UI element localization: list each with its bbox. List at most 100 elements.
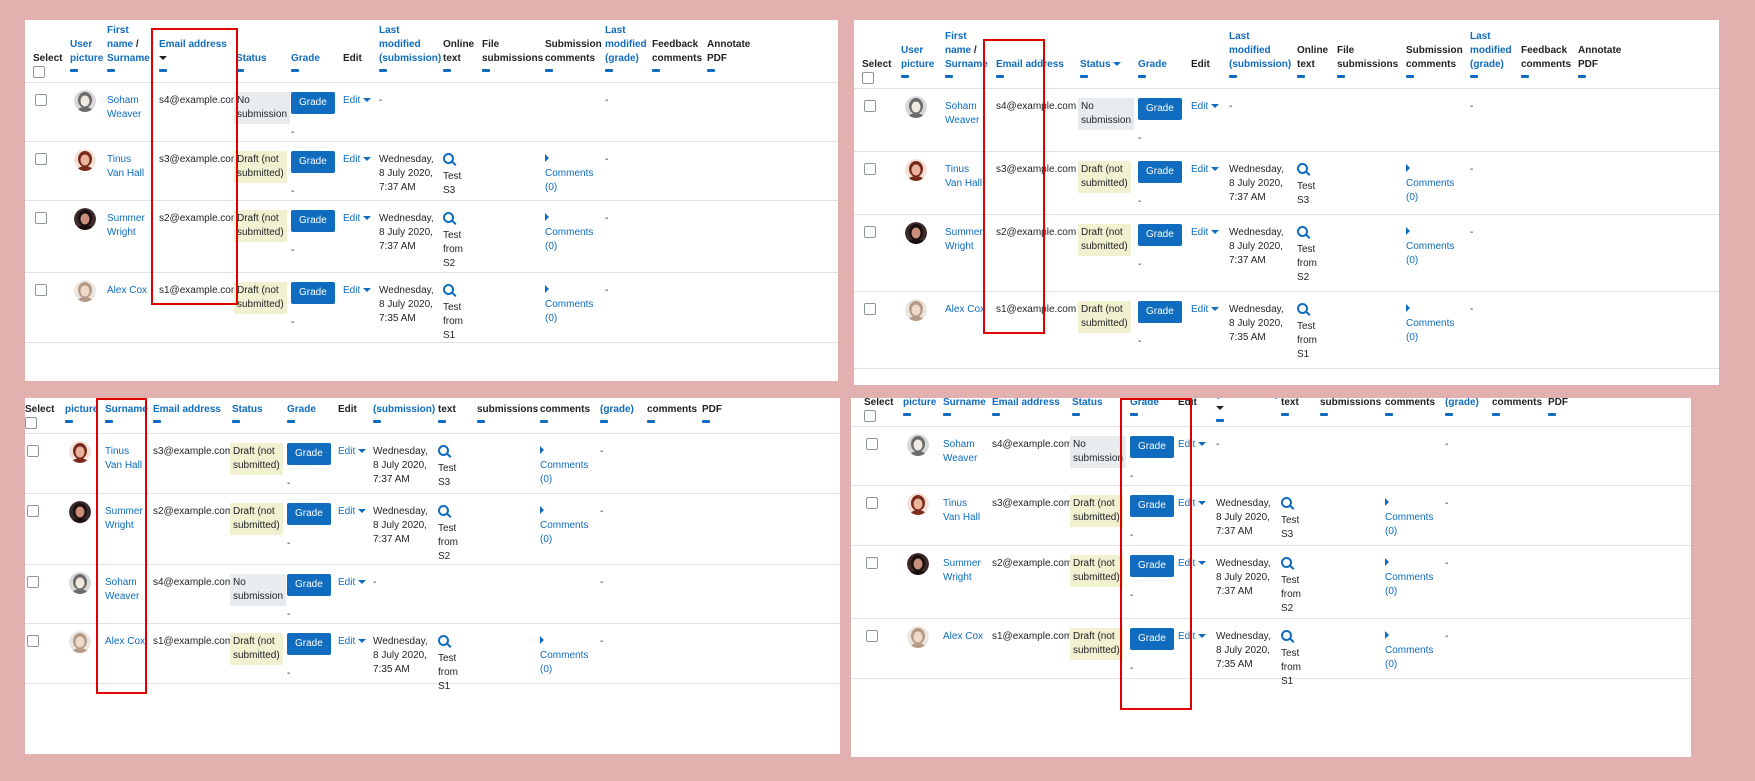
header-last-modified-submission-collapse-icon[interactable]	[373, 420, 381, 423]
row-select[interactable]	[864, 303, 876, 320]
row-select[interactable]	[866, 438, 878, 455]
student-last-name[interactable]: Van Hall	[945, 178, 983, 189]
zoom-in-icon[interactable]	[1281, 630, 1292, 641]
edit-menu[interactable]: Edit	[338, 576, 367, 590]
grade-button[interactable]: Grade	[1130, 495, 1174, 517]
row-select[interactable]	[27, 576, 39, 593]
row-select[interactable]	[27, 445, 39, 462]
header-first-name-link[interactable]: First	[945, 31, 967, 42]
header-grade[interactable]: Grade	[1138, 58, 1167, 78]
header-user-picture-collapse-icon[interactable]	[901, 75, 909, 78]
row-checkbox[interactable]	[35, 212, 47, 224]
header-user-picture-collapse-icon[interactable]	[65, 420, 73, 423]
student-name[interactable]: Alex Cox	[107, 284, 147, 298]
header-email[interactable]: Email address	[996, 58, 1064, 78]
student-first-name[interactable]: Summer	[945, 227, 983, 238]
header-name-collapse-icon[interactable]	[105, 420, 113, 423]
header-last-modified-submission-collapse-icon[interactable]	[1229, 75, 1237, 78]
header-edit[interactable]: Edit	[343, 52, 362, 66]
header-email[interactable]: Email address	[159, 38, 227, 72]
grade-button[interactable]: Grade	[1130, 555, 1174, 577]
comments-link[interactable]: Comments	[1406, 241, 1455, 252]
header-status-collapse-icon[interactable]	[1080, 75, 1088, 78]
header-user-picture-collapse-icon[interactable]	[903, 413, 911, 416]
comments-count[interactable]: (0)	[545, 182, 558, 193]
comments-link[interactable]: Comments	[545, 227, 594, 238]
row-checkbox[interactable]	[866, 438, 878, 450]
comments-link[interactable]: Comments	[540, 650, 589, 661]
avatar[interactable]	[905, 159, 927, 181]
header-name-collapse-icon[interactable]	[107, 69, 115, 72]
student-name[interactable]: Summer Wright	[105, 505, 143, 533]
user-picture[interactable]	[69, 631, 91, 658]
comments-link[interactable]: Comments	[1385, 512, 1434, 523]
student-first-name[interactable]: Soham	[107, 95, 139, 106]
row-checkbox[interactable]	[866, 497, 878, 509]
avatar[interactable]	[74, 90, 96, 112]
student-first-name[interactable]: Summer	[107, 213, 145, 224]
expand-arrow-icon[interactable]	[540, 446, 544, 454]
header-feedback-comments-collapse-icon[interactable]	[647, 420, 655, 423]
edit-menu-label[interactable]: Edit	[338, 446, 356, 457]
grade-button[interactable]: Grade	[1138, 301, 1182, 323]
header-email[interactable]: Email address	[153, 403, 221, 423]
grade-button[interactable]: Grade	[287, 503, 331, 525]
grade-button[interactable]: Grade	[291, 151, 335, 173]
student-first-name[interactable]: Tinus	[107, 154, 132, 165]
header-surname-link[interactable]: Surname	[107, 53, 150, 64]
student-first-name[interactable]: Soham	[945, 101, 977, 112]
row-select[interactable]	[35, 212, 47, 229]
edit-menu-label[interactable]: Edit	[343, 154, 361, 165]
edit-menu-label[interactable]: Edit	[338, 577, 356, 588]
header-last-modified-submission-collapse-icon[interactable]	[379, 69, 387, 72]
zoom-in-icon[interactable]	[1297, 303, 1308, 314]
edit-menu[interactable]: Edit	[1191, 303, 1220, 317]
header-submission-comments-collapse-icon[interactable]	[545, 69, 553, 72]
row-select[interactable]	[864, 226, 876, 243]
row-select[interactable]	[866, 557, 878, 574]
student-name[interactable]: Soham Weaver	[107, 94, 141, 122]
header-feedback-comments[interactable]: Feedback comments	[652, 38, 702, 72]
header-status[interactable]: Status	[1072, 398, 1103, 416]
edit-menu-label[interactable]: Edit	[338, 636, 356, 647]
user-picture[interactable]	[907, 434, 929, 461]
grade-button[interactable]: Grade	[287, 443, 331, 465]
header-file-submissions[interactable]: File submissions	[1337, 44, 1398, 78]
avatar[interactable]	[69, 501, 91, 523]
header-last-modified-submission-collapse-icon[interactable]	[1216, 419, 1224, 422]
avatar[interactable]	[907, 434, 929, 456]
edit-menu[interactable]: Edit	[343, 212, 372, 226]
header-email-collapse-icon[interactable]	[992, 413, 1000, 416]
header-grade-collapse-icon[interactable]	[1130, 413, 1138, 416]
header-status[interactable]: Status	[232, 403, 263, 423]
edit-menu-label[interactable]: Edit	[1178, 439, 1196, 450]
zoom-in-icon[interactable]	[438, 505, 449, 516]
header-status[interactable]: Status	[1080, 58, 1122, 78]
user-picture[interactable]	[905, 96, 927, 123]
student-last-name[interactable]: Weaver	[105, 591, 140, 602]
expand-arrow-icon[interactable]	[540, 506, 544, 514]
student-first-name[interactable]: Soham	[943, 439, 975, 450]
header-grade[interactable]: Grade	[291, 52, 320, 72]
header-online-text-collapse-icon[interactable]	[438, 420, 446, 423]
row-select[interactable]	[35, 94, 47, 111]
edit-menu-label[interactable]: Edit	[1191, 304, 1209, 315]
header-name-collapse-icon[interactable]	[945, 75, 953, 78]
expand-arrow-icon[interactable]	[1385, 631, 1389, 639]
select-all-checkbox[interactable]	[33, 66, 45, 78]
row-select[interactable]	[35, 284, 47, 301]
comments-count[interactable]: (0)	[1406, 255, 1419, 266]
expand-arrow-icon[interactable]	[545, 285, 549, 293]
student-name[interactable]: Alex Cox	[945, 303, 985, 317]
user-picture[interactable]	[74, 90, 96, 117]
avatar[interactable]	[69, 441, 91, 463]
edit-menu[interactable]: Edit	[1178, 438, 1207, 452]
row-checkbox[interactable]	[866, 630, 878, 642]
